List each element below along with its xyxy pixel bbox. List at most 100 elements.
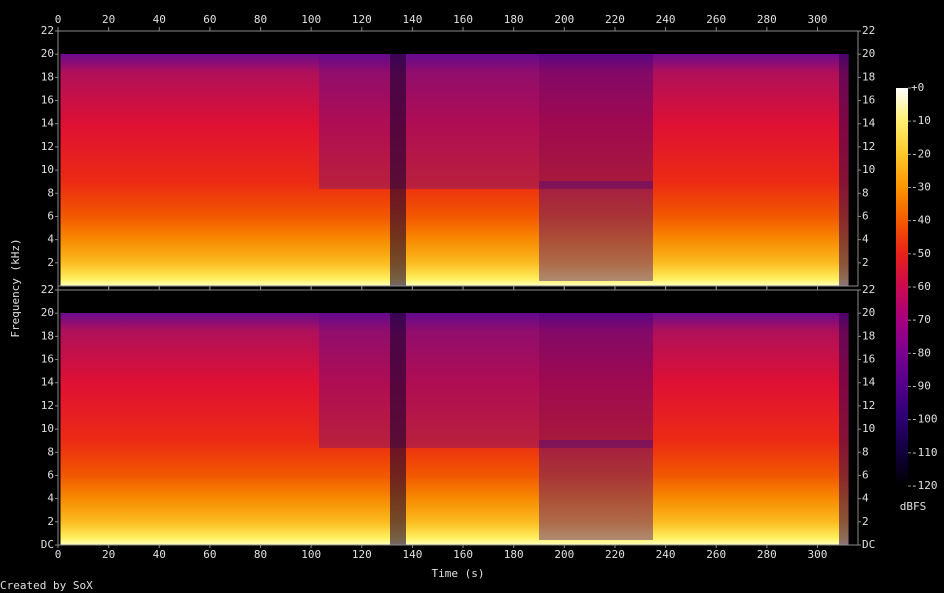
x-tick-label: 120 (352, 548, 372, 561)
x-tick-label: 80 (254, 548, 267, 561)
y-tick-label: 20 (41, 306, 54, 319)
x-tick-label: 300 (808, 548, 828, 561)
y-tick-label: 8 (47, 186, 54, 199)
y-tick-label: 22 (41, 24, 54, 37)
x-tick-label: 100 (301, 548, 321, 561)
spectrogram-top (58, 31, 858, 286)
y-tick-label: 6 (47, 209, 54, 222)
x-tick-label: 260 (706, 548, 726, 561)
panel-frame (57, 289, 859, 546)
x-tick-label: 60 (203, 548, 216, 561)
x-tick-label: 200 (554, 13, 574, 26)
x-tick-label: 40 (153, 13, 166, 26)
x-tick-label: 180 (504, 13, 524, 26)
colorbar-tick-label: -70 (911, 313, 931, 326)
y-tick-label: 4 (862, 233, 869, 246)
y-tick-label: DC (862, 538, 875, 551)
colorbar-tick-label: -30 (911, 181, 931, 194)
colorbar-tick-label: -110 (911, 446, 938, 459)
y-tick-label: 2 (47, 256, 54, 269)
y-tick-label: 14 (41, 376, 55, 389)
y-tick-label: 22 (862, 283, 875, 296)
y-tick-label: 14 (862, 117, 876, 130)
y-tick-label: 12 (862, 399, 875, 412)
y-tick-label: 8 (862, 186, 869, 199)
y-tick-label: 10 (862, 163, 875, 176)
x-tick-label: 0 (55, 13, 62, 26)
x-tick-label: 160 (453, 548, 473, 561)
colorbar (896, 88, 908, 486)
x-tick-label: 60 (203, 13, 216, 26)
x-tick-label: 200 (554, 548, 574, 561)
y-tick-label: 20 (41, 47, 54, 60)
y-tick-label: 16 (41, 94, 54, 107)
x-tick-label: 180 (504, 548, 524, 561)
colorbar-tick-label: -20 (911, 147, 931, 160)
colorbar-tick-label: -10 (911, 114, 931, 127)
x-tick-label: 140 (402, 13, 422, 26)
colorbar-tick-label: -120 (911, 479, 938, 492)
spectrogram-bottom (58, 290, 858, 545)
y-tick-label: 14 (862, 376, 876, 389)
x-tick-label: 40 (153, 548, 166, 561)
x-tick-label: 20 (102, 548, 115, 561)
y-tick-label: 6 (47, 468, 54, 481)
y-axis-label: Frequency (kHz) (9, 238, 22, 337)
y-tick-label: 18 (41, 329, 54, 342)
x-tick-label: 100 (301, 13, 321, 26)
y-tick-label: 16 (862, 94, 875, 107)
y-tick-label: 20 (862, 306, 875, 319)
y-tick-label: 18 (41, 70, 54, 83)
x-tick-label: 140 (402, 548, 422, 561)
y-tick-label: 2 (862, 256, 869, 269)
x-tick-label: 0 (55, 548, 62, 561)
x-tick-label: 20 (102, 13, 115, 26)
x-tick-label: 280 (757, 13, 777, 26)
y-tick-label: 2 (862, 515, 869, 528)
y-tick-label: 8 (47, 445, 54, 458)
x-tick-label: 300 (808, 13, 828, 26)
x-tick-label: 220 (605, 548, 625, 561)
colorbar-tick-label: -40 (911, 214, 931, 227)
x-tick-label: 280 (757, 548, 777, 561)
y-tick-label: 6 (862, 209, 869, 222)
y-tick-label: 18 (862, 70, 875, 83)
credit: Created by SoX (0, 579, 93, 592)
y-tick-label: 10 (41, 422, 54, 435)
y-tick-label: 8 (862, 445, 869, 458)
y-tick-label: 12 (862, 140, 875, 153)
colorbar-tick-label: -50 (911, 247, 931, 260)
x-tick-label: 260 (706, 13, 726, 26)
y-tick-label: 12 (41, 399, 54, 412)
x-tick-label: 240 (656, 13, 676, 26)
y-tick-label: 4 (47, 233, 54, 246)
x-axis-label: Time (s) (432, 567, 485, 580)
x-tick-label: 160 (453, 13, 473, 26)
y-tick-label: 20 (862, 47, 875, 60)
x-tick-label: 220 (605, 13, 625, 26)
y-tick-label: 10 (862, 422, 875, 435)
y-tick-label: 16 (862, 353, 875, 366)
colorbar-tick-label: +0 (911, 81, 924, 94)
colorbar-label: dBFS (900, 500, 927, 513)
x-tick-label: 120 (352, 13, 372, 26)
y-tick-label: 10 (41, 163, 54, 176)
y-tick-label: 14 (41, 117, 55, 130)
y-tick-label: 16 (41, 353, 54, 366)
y-tick-label: 2 (47, 515, 54, 528)
y-tick-label: DC (41, 538, 54, 551)
colorbar-tick-label: -90 (911, 380, 931, 393)
y-tick-label: 6 (862, 468, 869, 481)
y-tick-label: 18 (862, 329, 875, 342)
x-tick-label: 240 (656, 548, 676, 561)
colorbar-tick-label: -100 (911, 413, 938, 426)
y-tick-label: 22 (41, 283, 54, 296)
panel-frame (57, 30, 859, 287)
colorbar-tick-label: -80 (911, 346, 931, 359)
y-tick-label: 4 (862, 492, 869, 505)
y-tick-label: 22 (862, 24, 875, 37)
x-tick-label: 80 (254, 13, 267, 26)
colorbar-tick-label: -60 (911, 280, 931, 293)
